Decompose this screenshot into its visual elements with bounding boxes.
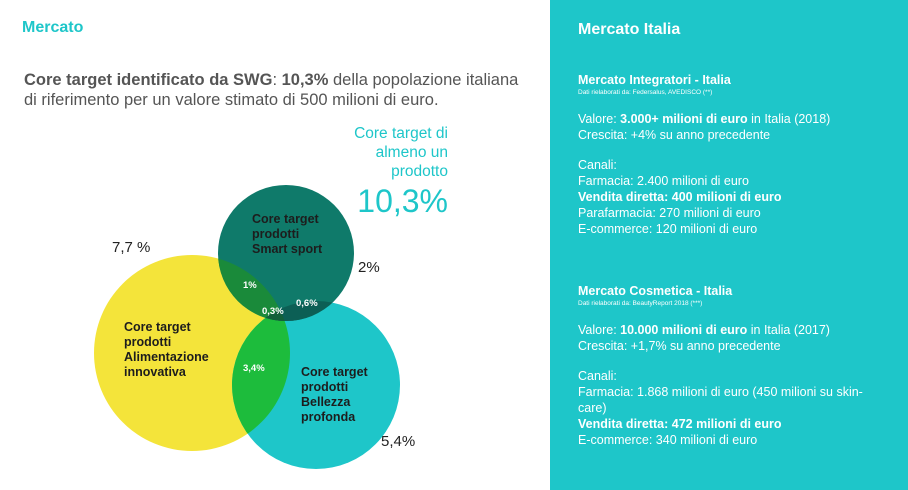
intro-bold-2: 10,3% (281, 71, 329, 89)
intro-text-2: della popolazione italiana di riferiment… (24, 71, 519, 109)
integratori-parafarmacia: Parafarmacia: 270 milioni di euro (578, 206, 761, 220)
integratori-ecommerce: E-commerce: 120 milioni di euro (578, 222, 758, 236)
smart-label-2: prodotti (252, 227, 299, 241)
overlap-all-value: 0,3% (262, 306, 284, 317)
core-target-value: 10,3% (357, 183, 448, 219)
bell-percent: 5,4% (381, 433, 415, 450)
integratori-heading: Mercato Integratori - Italia (578, 73, 731, 87)
integratori-source: Dati rielaborati da: Federsalus, AVEDISC… (578, 89, 713, 96)
cosmetica-vendita-diretta: Vendita diretta: 472 milioni di euro (578, 417, 782, 431)
bell-label-2: prodotti (301, 380, 348, 394)
intro-bold-1: Core target identificato da SWG (24, 71, 273, 89)
overlap-smart-alim (218, 255, 290, 321)
integratori-crescita: Crescita: +4% su anno precedente (578, 128, 771, 142)
cosmetica-farmacia: Farmacia: 1.868 milioni di euro (450 mil… (578, 385, 863, 415)
bell-label-1: Core target (301, 365, 369, 379)
bell-label-3: Bellezza (301, 395, 351, 409)
integratori-block: Mercato Integratori - Italia Dati rielab… (578, 72, 888, 237)
alim-label-3: Alimentazione (124, 350, 209, 364)
market-italy-title: Mercato Italia (578, 21, 681, 38)
cosmetica-source: Dati rielaborati da: BeautyReport 2018 (… (578, 300, 703, 307)
cosmetica-canali: Canali: (578, 369, 617, 383)
overlap-smart-bell-value: 0,6% (296, 298, 318, 309)
integratori-valore: Valore: 3.000+ milioni di euro in Italia… (578, 112, 831, 126)
intro-text-1: : (272, 71, 282, 89)
overlap-alim-bell-value: 3,4% (243, 363, 265, 374)
cosmetica-heading: Mercato Cosmetica - Italia (578, 284, 733, 298)
smart-percent: 2% (358, 259, 380, 276)
intro-paragraph: Core target identificato da SWG: 10,3% d… (24, 70, 524, 110)
integratori-farmacia: Farmacia: 2.400 milioni di euro (578, 174, 749, 188)
alim-label-2: prodotti (124, 335, 171, 349)
cosmetica-block: Mercato Cosmetica - Italia Dati rielabor… (578, 283, 888, 448)
smart-label-3: Smart sport (252, 242, 323, 256)
alim-label-4: innovativa (124, 365, 187, 379)
venn-diagram: Core target prodotti Smart sport Core ta… (94, 185, 415, 469)
cosmetica-crescita: Crescita: +1,7% su anno precedente (578, 339, 781, 353)
integratori-vendita-diretta: Vendita diretta: 400 milioni di euro (578, 190, 782, 204)
cosmetica-valore: Valore: 10.000 milioni di euro in Italia… (578, 323, 830, 337)
bell-label-4: profonda (301, 410, 356, 424)
market-italy-panel: Mercato Italia Mercato Integratori - Ita… (550, 0, 908, 490)
core-target-label: Core target di almeno un prodotto (354, 125, 448, 180)
section-title: Mercato (22, 19, 84, 36)
cosmetica-ecommerce: E-commerce: 340 milioni di euro (578, 433, 758, 447)
market-left-panel: Mercato Core target identificato da SWG:… (22, 19, 524, 469)
alim-percent: 7,7 % (112, 239, 150, 256)
overlap-smart-alim-value: 1% (243, 280, 257, 291)
alim-label-1: Core target (124, 320, 192, 334)
smart-label-1: Core target (252, 212, 320, 226)
integratori-canali: Canali: (578, 158, 617, 172)
